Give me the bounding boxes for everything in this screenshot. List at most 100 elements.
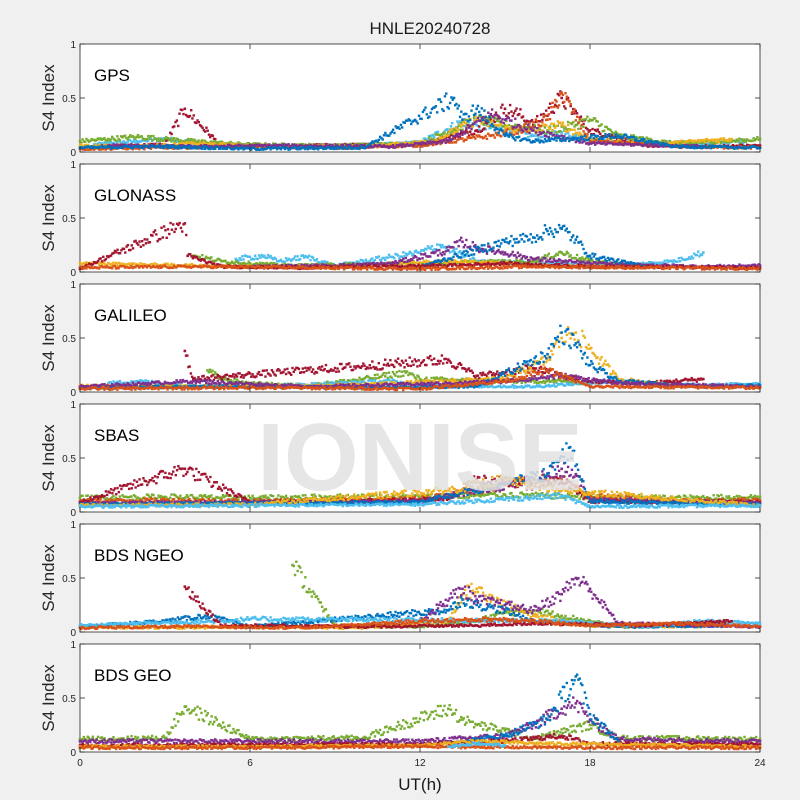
data-point <box>360 142 364 146</box>
data-point <box>202 143 205 146</box>
data-point <box>497 248 500 252</box>
data-point <box>538 120 541 123</box>
data-point <box>228 141 231 145</box>
data-point <box>447 107 451 110</box>
data-point <box>649 137 652 141</box>
data-point <box>678 142 682 145</box>
data-point <box>388 134 391 137</box>
data-point <box>310 143 314 146</box>
data-point <box>436 137 440 141</box>
data-point <box>476 116 480 120</box>
data-point <box>471 133 475 137</box>
data-point <box>194 143 198 146</box>
data-point <box>604 132 607 136</box>
data-point <box>592 141 596 144</box>
data-point <box>503 134 507 138</box>
data-point <box>493 136 496 139</box>
data-point <box>134 137 137 140</box>
data-point <box>546 139 549 143</box>
data-point <box>109 138 113 141</box>
data-point <box>523 119 526 122</box>
data-point <box>642 139 646 143</box>
data-point <box>578 136 581 140</box>
data-point <box>748 139 751 143</box>
data-point <box>557 136 561 140</box>
data-point <box>497 127 500 131</box>
data-point <box>300 142 303 146</box>
data-point <box>592 137 596 140</box>
data-point <box>201 140 204 144</box>
data-point <box>535 120 539 123</box>
data-point <box>283 143 286 146</box>
data-point <box>165 135 168 139</box>
data-point <box>457 128 460 131</box>
data-point <box>499 120 503 123</box>
data-point <box>533 140 536 144</box>
data-point <box>489 118 493 121</box>
data-point <box>462 261 465 264</box>
data-point <box>460 236 463 239</box>
data-point <box>514 123 517 126</box>
data-point <box>183 107 187 111</box>
data-point <box>529 134 532 138</box>
data-point <box>735 138 739 141</box>
data-point <box>624 138 628 142</box>
data-point <box>613 133 616 136</box>
data-point <box>449 125 453 128</box>
data-point <box>627 141 630 144</box>
data-point <box>663 139 666 143</box>
data-point <box>568 128 571 131</box>
data-point <box>212 140 216 143</box>
data-point <box>458 123 462 126</box>
data-point <box>532 123 535 127</box>
data-point <box>511 114 514 118</box>
data-point <box>107 141 110 144</box>
data-point <box>570 128 574 131</box>
data-point <box>457 104 461 107</box>
data-point <box>690 141 693 144</box>
data-point <box>400 141 404 145</box>
data-point <box>512 125 516 129</box>
data-point <box>479 130 482 133</box>
data-point <box>443 137 446 140</box>
data-point <box>259 142 262 146</box>
data-point <box>425 140 428 143</box>
data-point <box>175 119 179 122</box>
data-point <box>593 137 597 140</box>
data-point <box>599 124 602 127</box>
data-point <box>181 141 185 145</box>
data-point <box>145 140 149 143</box>
data-point <box>450 121 454 125</box>
data-point <box>351 144 355 147</box>
data-point <box>149 145 153 149</box>
data-point <box>560 139 563 143</box>
data-point <box>720 141 723 145</box>
data-point <box>253 254 257 257</box>
data-point <box>702 142 705 145</box>
data-point <box>590 132 593 136</box>
data-point <box>573 133 576 137</box>
data-point <box>480 120 484 123</box>
data-point <box>130 140 133 144</box>
data-point <box>469 124 472 128</box>
data-point <box>548 117 552 121</box>
data-point <box>574 257 578 260</box>
data-point <box>730 137 733 141</box>
data-point <box>614 140 617 143</box>
data-point <box>664 140 668 143</box>
data-point <box>496 114 499 117</box>
data-point <box>399 143 402 146</box>
data-point <box>506 128 509 131</box>
data-point <box>733 139 736 143</box>
data-point <box>472 257 476 260</box>
data-point <box>535 114 539 118</box>
data-point <box>588 129 592 132</box>
data-point <box>358 143 361 146</box>
data-point <box>447 134 450 137</box>
data-point <box>460 129 463 133</box>
data-point <box>430 134 433 137</box>
data-point <box>537 126 540 130</box>
data-point <box>101 143 105 146</box>
data-point <box>210 140 213 143</box>
data-point <box>644 139 647 142</box>
